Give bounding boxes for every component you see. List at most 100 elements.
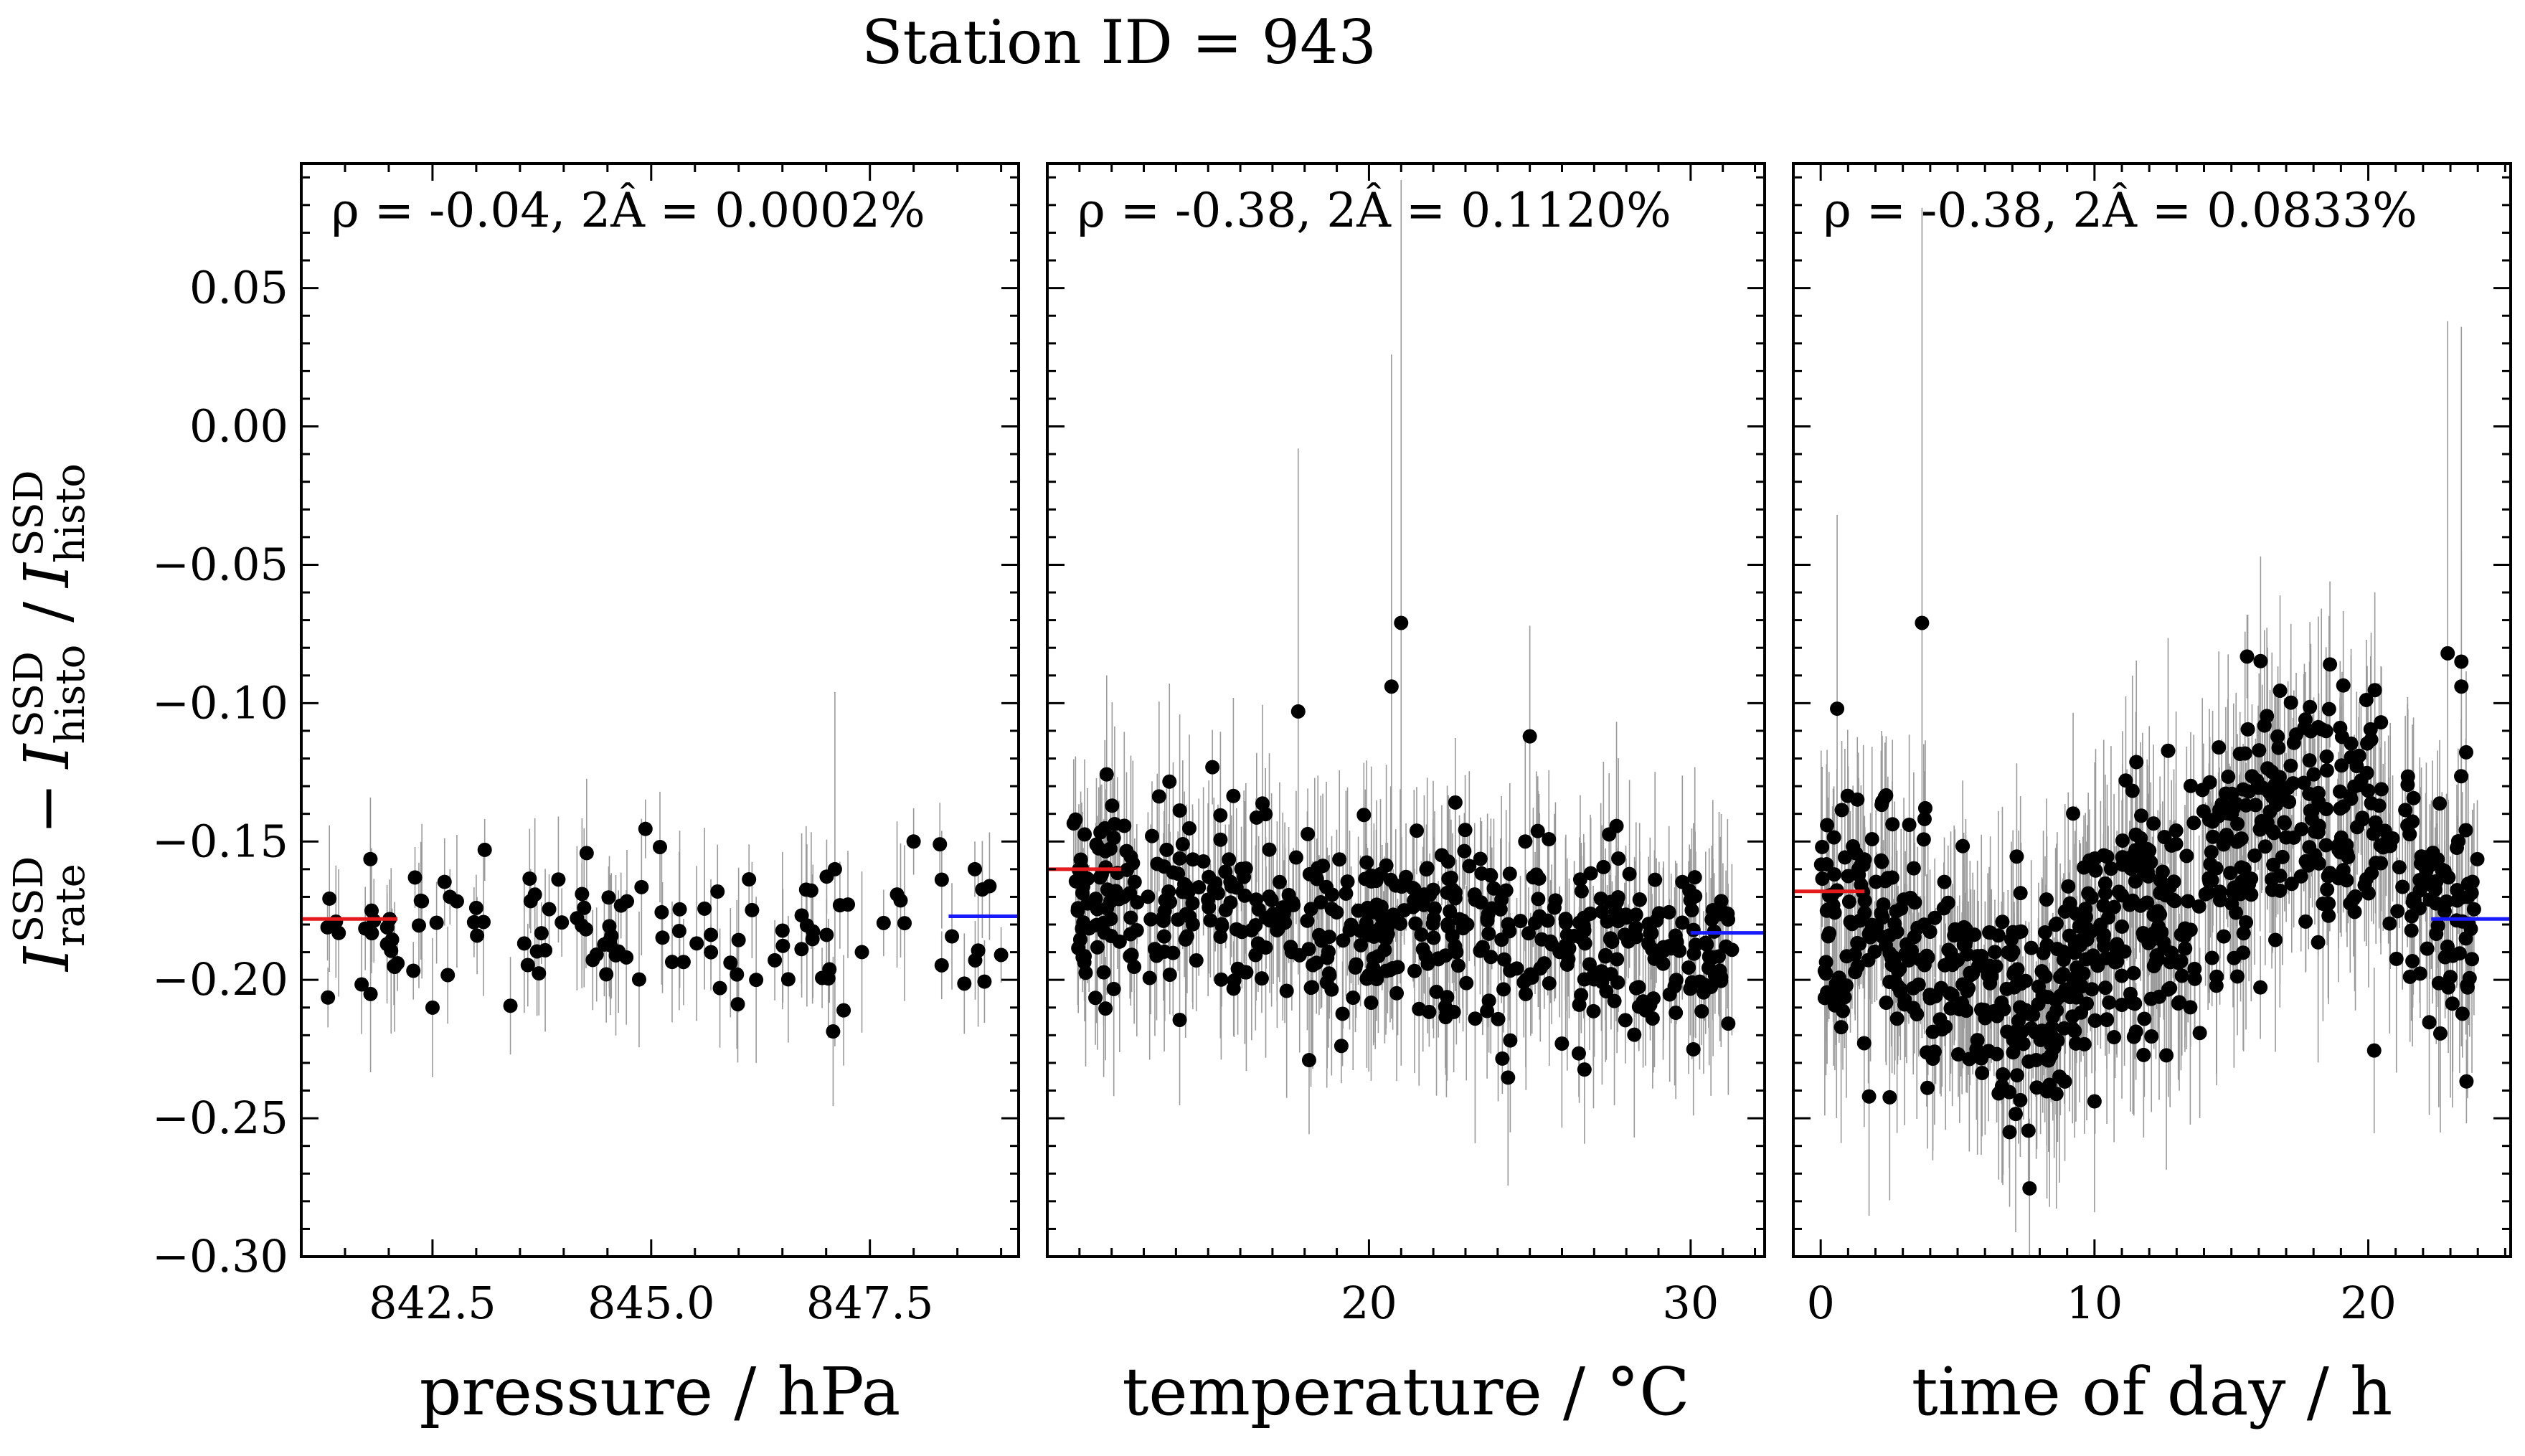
data-point	[2429, 896, 2444, 911]
data-point	[2134, 808, 2149, 823]
data-point	[2174, 954, 2189, 969]
data-point	[2420, 941, 2435, 956]
data-point	[2177, 928, 2192, 943]
data-point	[2099, 950, 2114, 965]
data-point	[2454, 654, 2469, 669]
data-point	[437, 874, 452, 889]
data-point	[1530, 823, 1545, 838]
data-point	[697, 901, 712, 916]
data-point	[1098, 821, 1113, 836]
ylabel-histo-sub-2: histo	[47, 463, 94, 563]
data-point	[1354, 937, 1369, 952]
ticks	[300, 164, 1019, 1258]
data-point	[2135, 925, 2151, 940]
data-point	[827, 861, 842, 876]
data-point	[2057, 904, 2072, 919]
data-point	[1213, 929, 1228, 944]
data-point	[2039, 892, 2054, 907]
data-point	[477, 842, 492, 857]
data-point	[2322, 866, 2337, 881]
data-point	[1082, 921, 1097, 936]
data-point	[2103, 861, 2118, 876]
data-point	[2369, 855, 2384, 870]
data-point	[2013, 1092, 2028, 1107]
data-point	[1166, 945, 1181, 960]
data-point	[2183, 778, 2198, 793]
data-point	[1974, 948, 1989, 963]
data-point	[1443, 904, 1458, 919]
data-point	[1975, 1066, 1990, 1081]
data-point	[2212, 740, 2227, 755]
data-point	[1857, 852, 1872, 867]
data-point	[2110, 937, 2125, 952]
data-point	[664, 955, 679, 970]
data-point	[1906, 861, 1921, 876]
data-point	[1105, 798, 1120, 813]
data-point	[1106, 981, 1121, 996]
data-point	[534, 926, 549, 941]
data-point	[1598, 947, 1613, 963]
data-point	[1981, 1044, 1996, 1059]
data-point	[2187, 961, 2202, 976]
data-point	[2174, 968, 2189, 983]
data-point	[2268, 932, 2283, 947]
data-point	[2364, 732, 2379, 747]
data-point	[2011, 1013, 2026, 1029]
data-point	[2122, 897, 2137, 912]
data-point	[2293, 869, 2308, 884]
data-point	[2303, 699, 2318, 714]
data-point	[1143, 912, 1158, 927]
data-point	[1301, 1053, 1316, 1068]
data-point	[2458, 744, 2473, 760]
data-point	[1675, 915, 1690, 930]
data-point	[2031, 979, 2046, 994]
data-point	[2136, 1047, 2151, 1062]
data-point	[1420, 861, 1435, 876]
data-point	[1313, 895, 1328, 910]
data-point	[2450, 893, 2465, 908]
data-point	[1959, 1003, 1974, 1018]
data-point	[2366, 826, 2381, 841]
data-point	[1899, 945, 1915, 960]
data-point	[1882, 928, 1897, 943]
data-point	[2057, 1021, 2072, 1036]
data-point	[2153, 873, 2168, 888]
data-point	[1496, 982, 1511, 997]
data-point	[1459, 975, 1474, 991]
data-point	[634, 879, 649, 894]
data-point	[1827, 905, 1842, 920]
data-point	[1147, 942, 1162, 957]
data-point	[1203, 913, 1218, 928]
data-point	[1123, 910, 1138, 925]
data-point	[2224, 897, 2240, 912]
data-point	[1848, 965, 1863, 980]
data-point	[2144, 1029, 2159, 1044]
data-point	[1335, 1006, 1350, 1021]
data-point	[2374, 782, 2389, 797]
data-point	[1099, 767, 1114, 782]
data-point	[876, 915, 891, 930]
data-point	[803, 883, 818, 898]
data-point	[1841, 894, 1856, 909]
data-point	[1340, 874, 1355, 889]
data-point	[1127, 874, 1142, 889]
data-point	[1319, 975, 1334, 990]
data-point	[1917, 800, 1932, 816]
data-point	[1503, 1033, 1518, 1048]
data-point	[2096, 898, 2111, 913]
data-point	[1559, 957, 1575, 972]
data-point	[2021, 1123, 2036, 1138]
data-point	[2306, 767, 2321, 782]
data-point	[443, 889, 458, 904]
data-point	[2167, 894, 2182, 909]
data-point	[1531, 892, 1546, 907]
data-point	[2192, 1026, 2207, 1041]
data-point	[2126, 965, 2141, 980]
data-point	[1583, 866, 1598, 881]
data-point	[1389, 985, 1405, 1001]
data-point	[2321, 701, 2336, 717]
data-point	[1373, 866, 1388, 881]
data-point	[2154, 925, 2169, 940]
data-point	[2100, 1012, 2115, 1027]
data-point	[390, 956, 405, 971]
